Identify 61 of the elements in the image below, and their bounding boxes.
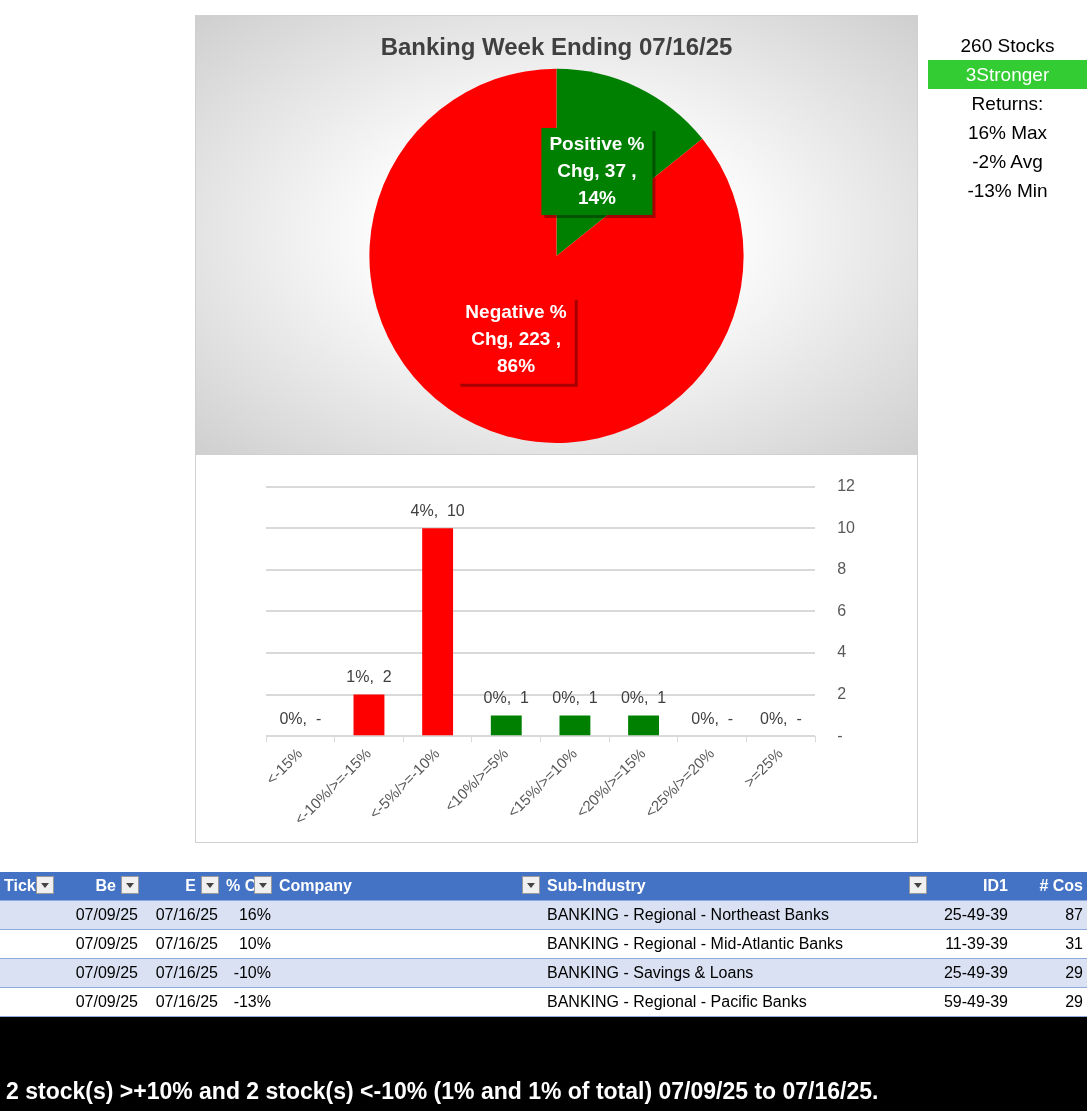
data-label: 0%, 1 (620, 688, 667, 706)
y-tick-label: 4 (837, 643, 847, 661)
text: 2 stock(s) >+10% and 2 stock(s) <-10% (1% and 1% of total) 07/09/25 to 07/16/25. (6, 1078, 879, 1105)
text: 07/09/25 (75, 935, 138, 952)
category-label: # Cos (1012, 872, 1087, 901)
text: -13% Min (966, 179, 1049, 203)
text: 25-49-39 (943, 964, 1008, 981)
bar (353, 694, 385, 736)
category-label: Company (275, 872, 543, 901)
data-label: 4%, 10 (410, 501, 465, 519)
data-label: 0%, - (759, 709, 802, 727)
text: 07/09/25 (75, 906, 138, 923)
bar (490, 715, 522, 736)
text: 07/16/25 (155, 906, 218, 923)
category-label: Sub-Industry (543, 872, 930, 901)
category-label: ID1 (930, 872, 1012, 901)
text: 29 (1065, 993, 1083, 1010)
text: 16% Max (966, 121, 1049, 145)
category-label: E (142, 872, 222, 901)
text: 16% (238, 906, 271, 923)
text: BANKING - Savings & Loans (547, 964, 754, 981)
bar (559, 715, 591, 736)
y-tick-label: 8 (837, 560, 847, 578)
y-tick-label: 10 (837, 518, 856, 536)
text: -10% (233, 964, 271, 981)
text: -13% (233, 993, 271, 1010)
slice-label: Positive % Chg, 37 , 14% (549, 132, 645, 208)
text: 11-39-39 (945, 935, 1008, 952)
text: 07/09/25 (75, 993, 138, 1010)
data-label: 0%, - (279, 709, 322, 727)
bar (628, 715, 660, 736)
bar (422, 528, 454, 736)
text: 07/16/25 (155, 993, 218, 1010)
text: 10% (238, 935, 271, 952)
y-tick-label: 6 (837, 601, 847, 619)
category-label: Be (57, 872, 142, 901)
text: 07/16/25 (155, 964, 218, 981)
text: 07/16/25 (155, 935, 218, 952)
y-tick-label: 2 (837, 685, 847, 703)
text: BANKING - Regional - Pacific Banks (547, 993, 807, 1010)
data-label: 1%, 2 (346, 668, 392, 686)
text: Returns: (970, 92, 1045, 116)
data-label: 0%, 1 (552, 688, 598, 706)
text: 87 (1065, 906, 1083, 923)
text: 31 (1065, 935, 1083, 952)
y-tick-label: 12 (837, 477, 856, 495)
slice-label: Negative % Chg, 223 , 86% (465, 301, 567, 377)
text: BANKING - Regional - Northeast Banks (547, 906, 829, 923)
text: 260 Stocks (959, 34, 1056, 58)
data-label: 0%, 1 (483, 688, 530, 706)
text: 3Stronger (928, 60, 1087, 89)
category-label: Tick (0, 872, 57, 901)
text: BANKING - Regional - Mid-Atlantic Banks (547, 935, 844, 952)
text: 29 (1065, 964, 1083, 981)
y-tick-label: - (837, 726, 843, 744)
text: 25-49-39 (943, 906, 1008, 923)
text: 59-49-39 (943, 993, 1008, 1010)
chart-title: Banking Week Ending 07/16/25 (380, 33, 733, 61)
text: 07/09/25 (75, 964, 138, 981)
data-label: 0%, - (691, 709, 734, 727)
text: -2% Avg (971, 150, 1044, 174)
